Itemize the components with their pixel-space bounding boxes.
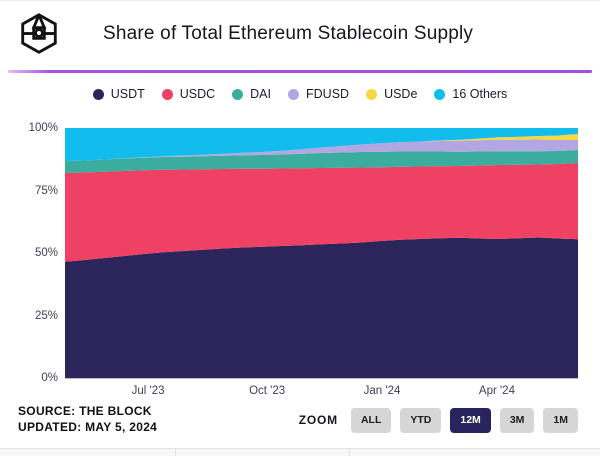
legend-item-dai[interactable]: DAI [232, 87, 271, 101]
table-row-stub [0, 448, 600, 456]
area-series-usdc [65, 163, 578, 262]
y-tick-label: 25% [34, 309, 58, 322]
zoom-button-12m[interactable]: 12M [450, 408, 491, 433]
source-line: SOURCE: THE BLOCK [18, 404, 152, 418]
legend-label: FDUSD [306, 87, 350, 101]
legend-label: 16 Others [452, 87, 508, 101]
the-block-logo-icon [21, 13, 57, 54]
y-tick-label: 75% [34, 184, 58, 197]
zoom-button-all[interactable]: ALL [350, 408, 392, 433]
zoom-button-ytd[interactable]: YTD [400, 408, 442, 433]
area-series-usde [65, 134, 578, 161]
legend-item-usdc[interactable]: USDC [161, 87, 216, 101]
area-series-fdusd [65, 139, 578, 161]
x-tick-label: Apr '24 [478, 385, 515, 397]
zoom-controls: ZOOM ALL YTD 12M 3M 1M [299, 408, 578, 433]
legend-swatch-icon [434, 88, 446, 100]
area-series-16-others [65, 128, 578, 161]
x-tick-label: Jul '23 [131, 385, 165, 397]
area-series-dai [65, 150, 578, 173]
table-column-divider [349, 449, 350, 456]
legend-item-16-others[interactable]: 16 Others [434, 87, 507, 101]
x-tick-label: Oct '23 [249, 385, 286, 397]
table-column-divider [175, 449, 176, 456]
chart-legend: USDT USDC DAI FDUSD USDe 16 Others [0, 87, 600, 101]
header: Share of Total Ethereum Stablecoin Suppl… [0, 1, 600, 65]
legend-swatch-icon [232, 88, 244, 100]
zoom-label: ZOOM [298, 413, 338, 428]
updated-line: UPDATED: MAY 5, 2024 [18, 420, 158, 434]
legend-swatch-icon [161, 88, 173, 100]
legend-label: DAI [250, 87, 271, 101]
x-axis: Jul '23 Oct '23 Jan '24 Apr '24 [65, 385, 578, 401]
y-tick-label: 0% [41, 372, 58, 384]
y-axis: 100% 75% 50% 25% 0% [0, 122, 58, 384]
zoom-button-group: ALL YTD 12M 3M 1M [350, 408, 578, 433]
legend-item-usde[interactable]: USDe [366, 87, 417, 101]
page-title: Share of Total Ethereum Stablecoin Suppl… [103, 23, 474, 44]
y-tick-label: 50% [34, 247, 58, 259]
legend-swatch-icon [92, 88, 104, 100]
legend-item-usdt[interactable]: USDT [92, 87, 145, 101]
area-series-usdt [65, 237, 578, 378]
legend-label: USDT [110, 87, 145, 101]
stacked-area-chart [65, 128, 578, 378]
zoom-button-3m[interactable]: 3M [499, 408, 535, 433]
legend-swatch-icon [288, 88, 299, 100]
legend-swatch-icon [366, 88, 378, 100]
legend-label: USDC [179, 87, 216, 101]
legend-label: USDe [384, 87, 418, 101]
x-tick-label: Jan '24 [363, 385, 401, 397]
plot-area [65, 128, 578, 379]
zoom-button-1m[interactable]: 1M [543, 408, 578, 433]
source-attribution: SOURCE: THE BLOCK UPDATED: MAY 5, 2024 [18, 403, 157, 435]
y-tick-label: 100% [28, 122, 58, 134]
legend-item-fdusd[interactable]: FDUSD [288, 87, 349, 101]
brand-divider [8, 70, 592, 73]
